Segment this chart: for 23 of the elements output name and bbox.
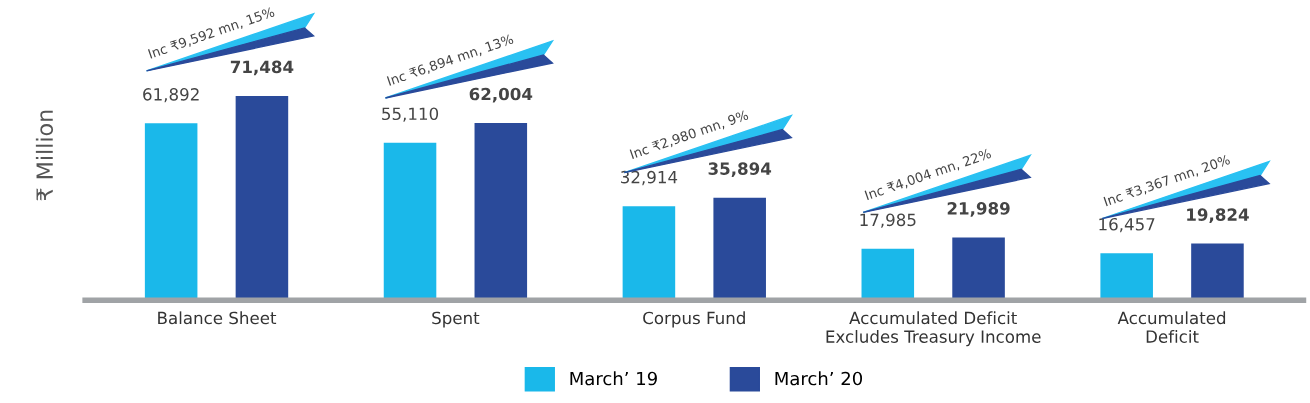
data-label: 61,892	[143, 88, 199, 103]
legend-label: March’ 20	[775, 371, 863, 386]
data-label: 35,894	[708, 162, 772, 178]
text: Inc ₹9,592 mn, 15%	[147, 6, 276, 61]
annotation: Inc ₹4,004 mn, 22%	[864, 148, 993, 202]
x-tick-label: Corpus Fund	[643, 311, 745, 328]
x-tick-label: Accumulated Deficit Excludes Treasury Income	[826, 311, 1041, 347]
annotation: Inc ₹3,367 mn, 20%	[1103, 154, 1231, 208]
data-label: 71,484	[230, 60, 294, 76]
data-label: 16,457	[1099, 217, 1155, 233]
data-label: 55,110	[382, 107, 439, 122]
y-axis-title: ₹ Million	[35, 110, 54, 201]
x-tick-label: Spent	[432, 311, 480, 328]
text: Inc ₹6,894 mn, 13%	[386, 33, 515, 88]
data-label: 32,914	[621, 170, 678, 186]
data-label: 19,824	[1187, 208, 1249, 224]
data-label: 21,989	[947, 202, 1010, 217]
x-tick-label: Accumulated Deficit	[1117, 311, 1226, 343]
annotation: Inc ₹2,980 mn, 9%	[629, 109, 750, 161]
x-tick-label: Balance Sheet	[158, 311, 277, 325]
data-label: 62,004	[469, 87, 533, 103]
legend-label: March’ 19	[570, 371, 657, 386]
data-label: 17,985	[860, 213, 916, 228]
